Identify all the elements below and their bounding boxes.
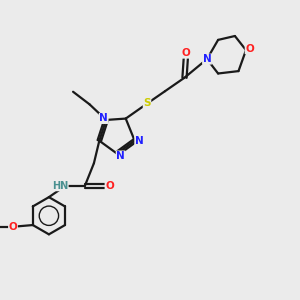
Text: O: O xyxy=(182,48,190,58)
Text: N: N xyxy=(202,54,211,64)
Text: HN: HN xyxy=(52,181,68,191)
Text: S: S xyxy=(143,98,151,108)
Text: O: O xyxy=(245,44,254,54)
Text: O: O xyxy=(105,181,114,191)
Text: N: N xyxy=(135,136,144,146)
Text: N: N xyxy=(116,151,125,161)
Text: O: O xyxy=(9,221,17,232)
Text: N: N xyxy=(99,113,108,124)
